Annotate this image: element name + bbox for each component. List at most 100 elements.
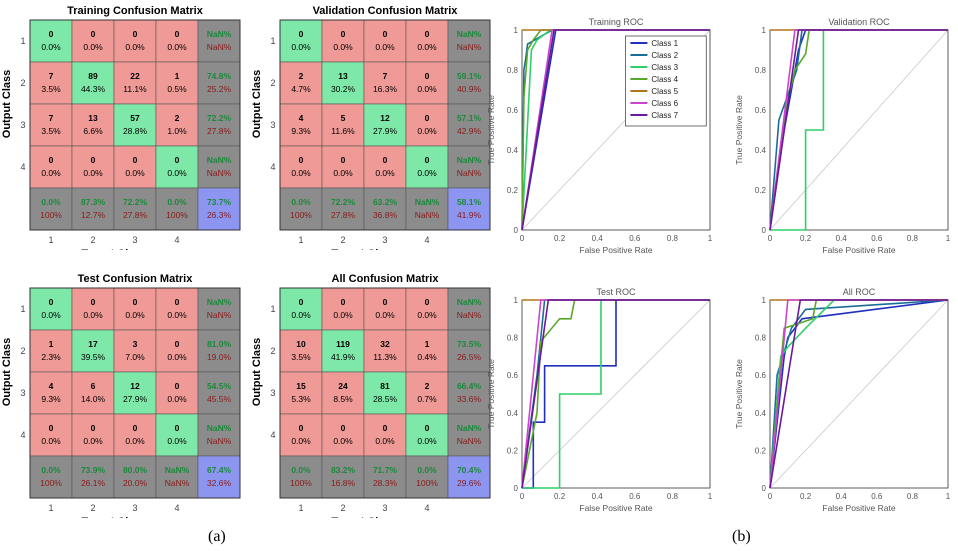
cm-cell-percent: 27.8% xyxy=(123,210,148,220)
cm-cell-count: 0 xyxy=(425,423,430,433)
training-confusion-matrix: Training Confusion Matrix 0 0.0% 0 0.0% 0 0.0%… xyxy=(1,5,241,250)
x-tick-label: 0.4 xyxy=(592,234,604,243)
cm-cell-count: NaN% xyxy=(207,29,232,39)
cm-cell-count: 3 xyxy=(133,339,138,349)
cm-cell xyxy=(197,187,241,231)
cm-cell xyxy=(363,103,407,147)
cm-x-tick: 4 xyxy=(424,235,429,245)
cm-cell xyxy=(405,19,449,63)
y-tick-label: 0.4 xyxy=(755,146,767,155)
cm-cell-count: 0 xyxy=(133,297,138,307)
cm-cell-percent: 0.0% xyxy=(417,310,437,320)
roc-title: All ROC xyxy=(843,287,876,297)
cm-cell xyxy=(321,187,365,231)
cm-cell-percent: 0.0% xyxy=(167,42,187,52)
test-confusion-matrix: Test Confusion Matrix 0 0.0% 0 0.0% 0 0.0% 0 0.0… xyxy=(1,273,241,518)
x-tick-label: 0 xyxy=(520,234,525,243)
cm-cell-count: 0 xyxy=(299,155,304,165)
y-tick-label: 0.6 xyxy=(507,371,519,380)
cm-cell-count: 0 xyxy=(49,29,54,39)
cm-cell-percent: 0.0% xyxy=(291,42,311,52)
cm-cell-percent: 28.3% xyxy=(373,478,398,488)
cm-cell xyxy=(113,455,157,499)
cm-cell xyxy=(113,329,157,373)
cm-cell xyxy=(155,371,199,415)
cm-cell xyxy=(155,329,199,373)
cm-cell-percent: 33.6% xyxy=(457,394,482,404)
cm-cell-count: 0.0% xyxy=(291,465,311,475)
x-tick-label: 0.2 xyxy=(554,492,566,501)
roc-title: Training ROC xyxy=(589,17,644,27)
cm-cell xyxy=(197,103,241,147)
cm-x-tick: 4 xyxy=(174,235,179,245)
cm-xlabel: Target Class xyxy=(81,516,146,518)
cm-cell xyxy=(279,61,323,105)
x-axis-label: False Positive Rate xyxy=(579,503,652,513)
cm-cell-percent: 0.7% xyxy=(417,394,437,404)
y-tick-label: 1 xyxy=(762,296,767,305)
cm-cell-count: 58.1% xyxy=(457,197,482,207)
cm-cell xyxy=(197,61,241,105)
cm-cell-count: 0 xyxy=(299,297,304,307)
cm-cell-percent: 32.6% xyxy=(207,478,232,488)
cm-y-tick: 1 xyxy=(270,36,275,46)
cm-cell-percent: NaN% xyxy=(207,310,232,320)
cm-cell xyxy=(447,455,491,499)
cm-cell xyxy=(29,287,73,331)
cm-cell-count: 0 xyxy=(425,71,430,81)
cm-ylabel: Output Class xyxy=(1,338,13,406)
diagonal-reference-line xyxy=(769,29,949,231)
cm-cell xyxy=(363,287,407,331)
cm-cell-percent: 0.0% xyxy=(83,42,103,52)
cm-cell-percent: 0.0% xyxy=(41,310,61,320)
cm-cell-percent: 16.8% xyxy=(331,478,356,488)
cm-cell-percent: 0.0% xyxy=(333,310,353,320)
cm-cell-count: 6 xyxy=(91,381,96,391)
cm-cell-percent: 19.0% xyxy=(207,352,232,362)
cm-cell xyxy=(29,19,73,63)
cm-cell-percent: 3.5% xyxy=(291,352,311,362)
y-tick-label: 0.6 xyxy=(755,371,767,380)
cm-cell xyxy=(363,19,407,63)
cm-cell-percent: 30.2% xyxy=(331,84,356,94)
cm-y-tick: 3 xyxy=(270,388,275,398)
cm-cell-percent: 0.4% xyxy=(417,352,437,362)
cm-cell xyxy=(279,371,323,415)
cm-cell xyxy=(29,145,73,189)
cm-cell-count: 0.0% xyxy=(291,197,311,207)
cm-cell xyxy=(279,455,323,499)
cm-cell xyxy=(279,287,323,331)
cm-cell-count: 0 xyxy=(133,423,138,433)
cm-cell-count: 80.0% xyxy=(123,465,148,475)
test-roc-chart: Test ROC 0 0.2 0.4 0.6 0.8 1 0 0.2 0.4 0.6 0.8 1 Fals… xyxy=(486,287,713,513)
cm-cell xyxy=(71,329,115,373)
roc-title: Validation ROC xyxy=(828,17,890,27)
cm-cell xyxy=(405,145,449,189)
cm-cell-count: 0 xyxy=(175,381,180,391)
cm-cell-count: 0 xyxy=(91,29,96,39)
cm-cell-count: 0 xyxy=(383,29,388,39)
cm-x-tick: 1 xyxy=(298,235,303,245)
x-tick-label: 0.4 xyxy=(836,492,848,501)
y-tick-label: 0.2 xyxy=(507,446,519,455)
cm-cell xyxy=(155,61,199,105)
cm-cell-percent: 20.0% xyxy=(123,478,148,488)
cm-cell-percent: 27.8% xyxy=(331,210,356,220)
cm-cell-percent: 0.0% xyxy=(417,84,437,94)
cm-cell-count: 0 xyxy=(91,423,96,433)
cm-cell xyxy=(113,61,157,105)
cm-cell-percent: 14.0% xyxy=(81,394,106,404)
y-axis-label: True Positive Rate xyxy=(486,359,496,429)
cm-cell xyxy=(155,187,199,231)
cm-cell-count: 57 xyxy=(130,113,140,123)
cm-cell-count: 0 xyxy=(175,29,180,39)
cm-cell xyxy=(321,287,365,331)
cm-cell xyxy=(405,103,449,147)
y-tick-label: 0.6 xyxy=(755,106,767,115)
cm-cell-count: 0 xyxy=(91,155,96,165)
cm-cell xyxy=(405,413,449,457)
cm-cell-count: 0 xyxy=(175,297,180,307)
cm-cell-count: 0 xyxy=(49,297,54,307)
cm-cell-count: 71.7% xyxy=(373,465,398,475)
cm-cell-count: 0 xyxy=(341,297,346,307)
